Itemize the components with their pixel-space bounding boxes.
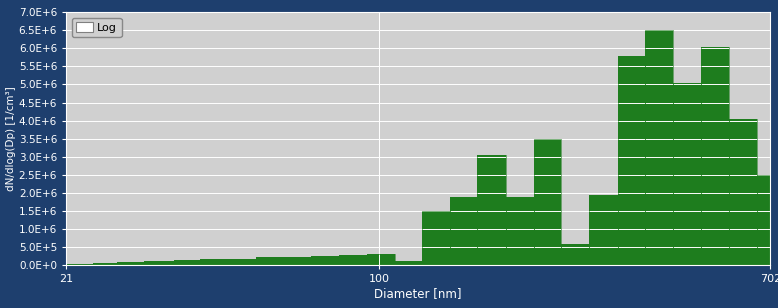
Y-axis label: dN/dlog(Dp) [1/cm³]: dN/dlog(Dp) [1/cm³] xyxy=(6,86,16,191)
X-axis label: Diameter [nm]: Diameter [nm] xyxy=(374,287,462,300)
Legend: Log: Log xyxy=(72,18,121,37)
